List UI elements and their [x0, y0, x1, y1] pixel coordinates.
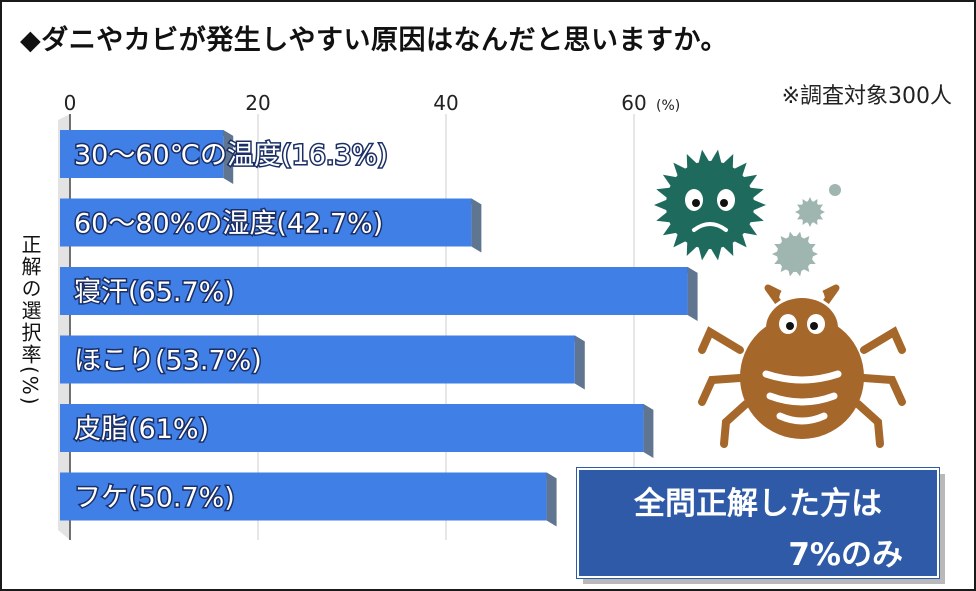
bar: 60〜80%の湿度(42.7%) [60, 198, 482, 253]
bar-side-face [546, 472, 557, 527]
bar-label: ほこり(53.7%) [74, 346, 262, 377]
bar-side-face [471, 198, 482, 253]
x-tick-label: 40 [433, 91, 458, 115]
bar-side-face [687, 267, 698, 321]
summary-callout: 全問正解した方は 7%のみ [576, 467, 940, 579]
bar-front-face [60, 472, 547, 521]
bar-front-face [60, 130, 224, 178]
bar-label: フケ(50.7%) [74, 483, 235, 514]
bar-label: 寝汗(65.7%) [74, 277, 235, 308]
mascot-illustrations [654, 149, 906, 448]
bar: 寝汗(65.7%) [60, 267, 698, 321]
bar: 30〜60℃の温度(16.3%) [60, 130, 389, 184]
bar-side-face [643, 404, 654, 458]
summary-line-1: 全問正解した方は [634, 486, 882, 522]
bar: ほこり(53.7%) [60, 335, 585, 390]
bar-label: 30〜60℃の温度(16.3%) [74, 140, 388, 171]
x-unit-label: (%) [656, 98, 680, 114]
x-tick-label: 0 [64, 91, 77, 115]
bar: フケ(50.7%) [60, 472, 557, 527]
y-axis-label: 正解の選択率(%) [18, 234, 42, 407]
chart-title: ◆ダニやカビが発生しやすい原因はなんだと思いますか。 [20, 25, 728, 56]
survey-note: ※調査対象300人 [781, 84, 952, 109]
bar-front-face [60, 267, 688, 315]
bar-label: 60〜80%の湿度(42.7%) [74, 209, 383, 240]
dust-mite-icon [698, 284, 906, 448]
bar-front-face [60, 335, 575, 384]
summary-line-2: 7%のみ [788, 537, 903, 573]
bar-side-face [223, 130, 234, 184]
bar-label: 皮脂(61%) [74, 414, 209, 445]
x-tick-label: 60 [621, 91, 646, 115]
bar-side-face [574, 335, 585, 390]
spore-icon [772, 184, 841, 277]
x-tick-label: 20 [245, 91, 270, 115]
virus-icon [654, 149, 766, 261]
bar-front-face [60, 404, 644, 452]
bar: 皮脂(61%) [60, 404, 654, 458]
bar-front-face [60, 198, 472, 247]
